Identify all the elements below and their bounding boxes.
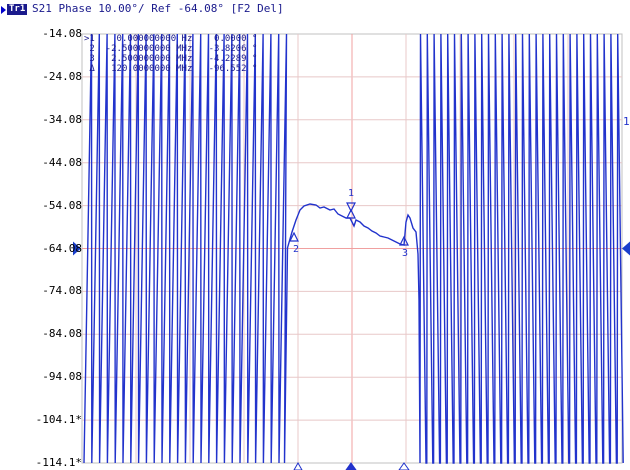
y-tick-label: -74.08 (42, 285, 82, 297)
marker-readout-row: 2 -2.500000000 MHz -3.8206 ° (84, 44, 257, 54)
reference-level-arrow-right-icon[interactable] (622, 242, 630, 256)
marker-readout-row: >1 0.000000000 Hz 0.0000 ° (84, 34, 257, 44)
y-tick-label: -34.08 (42, 114, 82, 126)
marker-value: -4.2289 ° (203, 54, 257, 64)
marker-id: >1 (84, 34, 100, 44)
y-tick-label: -64.08 (42, 243, 82, 255)
marker-2-label: 2 (293, 244, 299, 255)
marker-readout-row: 3 2.500000000 MHz -4.2289 ° (84, 54, 257, 64)
marker-value: -3.8206 ° (203, 44, 257, 54)
marker-id: 2 (84, 44, 100, 54)
marker-3-position-icon[interactable] (399, 463, 409, 470)
y-tick-label: -84.08 (42, 328, 82, 340)
y-tick-label: -104.1* (36, 414, 82, 426)
y-tick-label: -94.08 (42, 371, 82, 383)
y-tick-label: -114.1* (36, 457, 82, 469)
y-tick-label: -54.08 (42, 200, 82, 212)
marker-readout-table: >1 0.000000000 Hz 0.0000 ° 2 -2.50000000… (84, 34, 257, 74)
y-tick-label: -44.08 (42, 157, 82, 169)
marker-frequency: 120.0000000 MHz (100, 64, 203, 74)
marker-frequency: 0.000000000 Hz (100, 34, 203, 44)
trace-end-label: 1 (623, 115, 630, 128)
marker-frequency: -2.500000000 MHz (100, 44, 203, 54)
marker-value: 0.0000 ° (203, 34, 257, 44)
y-tick-label: -24.08 (42, 71, 82, 83)
marker-id: Δ (84, 64, 100, 74)
marker-value: -96.552 ° (203, 64, 257, 74)
marker-readout-row: Δ 120.0000000 MHz -96.552 ° (84, 64, 257, 74)
marker-1-label: 1 (348, 188, 354, 199)
marker-2-position-icon[interactable] (294, 463, 302, 470)
y-tick-label: -14.08 (42, 28, 82, 40)
active-marker-position-icon[interactable] (346, 463, 356, 470)
marker-frequency: 2.500000000 MHz (100, 54, 203, 64)
marker-3-label: 3 (402, 248, 408, 259)
marker-id: 3 (84, 54, 100, 64)
